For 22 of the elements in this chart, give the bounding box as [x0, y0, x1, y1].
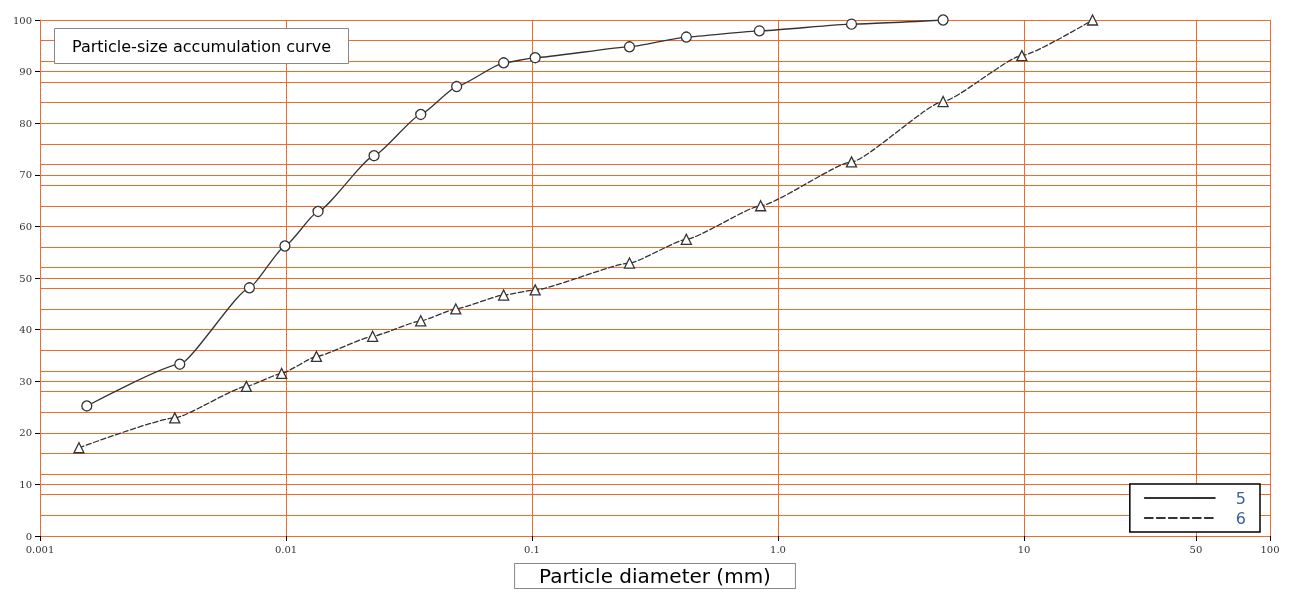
- y-tick-label: 70: [19, 169, 32, 181]
- y-tick-label: 0: [25, 530, 32, 542]
- x-tick-label: 50: [1189, 543, 1203, 555]
- x-tick-label: 0.1: [524, 543, 540, 555]
- y-tick-label: 30: [19, 375, 32, 387]
- y-tick-label: 60: [19, 220, 32, 232]
- y-tick-label: 80: [19, 117, 32, 129]
- y-tick-label: 20: [19, 427, 32, 439]
- y-tick-label: 50: [19, 272, 32, 284]
- y-tick-label: 40: [19, 324, 32, 336]
- x-axis-title: Particle diameter (mm): [539, 564, 771, 588]
- x-tick-label: 10: [1017, 543, 1031, 555]
- y-tick-label: 90: [19, 66, 32, 78]
- x-tick-label: 0.01: [274, 543, 298, 555]
- text: Particle-size accumulation curve: [72, 36, 332, 56]
- y-tick-label: 100: [12, 14, 32, 26]
- x-tick-label: 1.0: [770, 543, 786, 555]
- legend-label: 5: [1235, 488, 1247, 508]
- x-tick-label: 100: [1260, 543, 1280, 555]
- legend-label: 6: [1235, 508, 1247, 528]
- x-tick-label: 0.001: [25, 543, 55, 555]
- y-tick-label: 10: [19, 478, 32, 490]
